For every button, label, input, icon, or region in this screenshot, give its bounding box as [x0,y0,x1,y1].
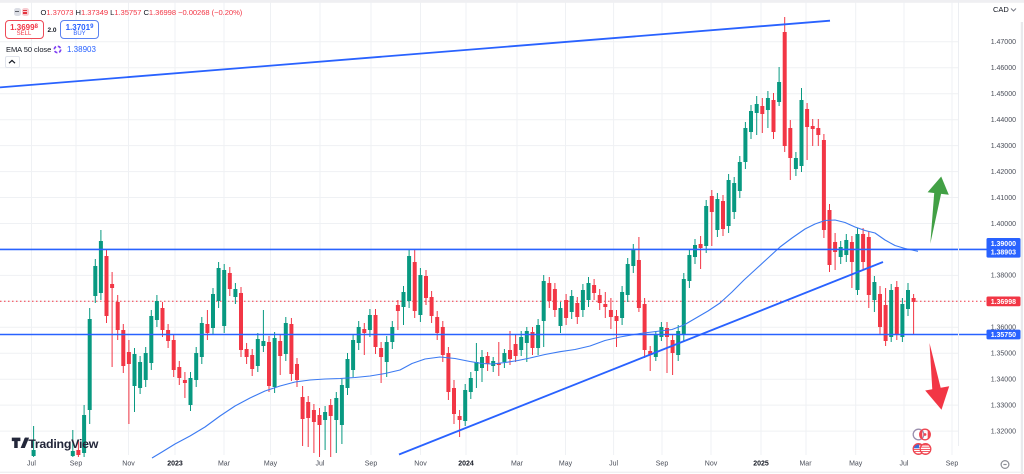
svg-text:CAD: CAD [993,5,1009,14]
svg-text:Mar: Mar [799,461,812,468]
svg-text:Jul: Jul [609,461,618,468]
svg-text:May: May [849,461,863,468]
svg-text:1.41000: 1.41000 [991,195,1016,202]
svg-text:1.46000: 1.46000 [991,65,1016,72]
svg-text:May: May [264,461,278,468]
svg-text:1.43000: 1.43000 [991,143,1016,150]
svg-text:Nov: Nov [705,461,718,468]
svg-text:1.36000: 1.36000 [991,325,1016,332]
svg-text:1.33000: 1.33000 [991,402,1016,409]
svg-text:Sep: Sep [365,461,378,468]
svg-text:1.44000: 1.44000 [991,117,1016,124]
svg-text:2024: 2024 [458,461,474,468]
svg-text:1.36998: 1.36998 [991,299,1016,306]
svg-text:Mar: Mar [218,461,231,468]
svg-text:Jul: Jul [900,461,909,468]
svg-text:1.38000: 1.38000 [991,273,1016,280]
svg-text:Sep: Sep [946,461,959,468]
svg-text:1.35000: 1.35000 [991,351,1016,358]
svg-text:Jul: Jul [27,461,36,468]
svg-text:Jul: Jul [316,461,325,468]
svg-text:1.42000: 1.42000 [991,169,1016,176]
svg-text:1.32000: 1.32000 [991,428,1016,435]
svg-text:1.35750: 1.35750 [991,332,1016,339]
svg-text:1.38903: 1.38903 [991,250,1016,257]
svg-text:2025: 2025 [753,461,769,468]
svg-text:Nov: Nov [414,461,427,468]
svg-text:2023: 2023 [167,461,183,468]
svg-text:1.45000: 1.45000 [991,91,1016,98]
svg-text:1.39000: 1.39000 [991,241,1016,248]
svg-text:TradingView: TradingView [28,437,99,451]
svg-text:Sep: Sep [70,461,83,468]
svg-text:1.34000: 1.34000 [991,377,1016,384]
svg-text:May: May [559,461,573,468]
svg-text:1.40000: 1.40000 [991,221,1016,228]
svg-text:Mar: Mar [511,461,524,468]
svg-text:Nov: Nov [122,461,135,468]
svg-text:1.47000: 1.47000 [991,39,1016,46]
svg-text:Sep: Sep [656,461,669,468]
